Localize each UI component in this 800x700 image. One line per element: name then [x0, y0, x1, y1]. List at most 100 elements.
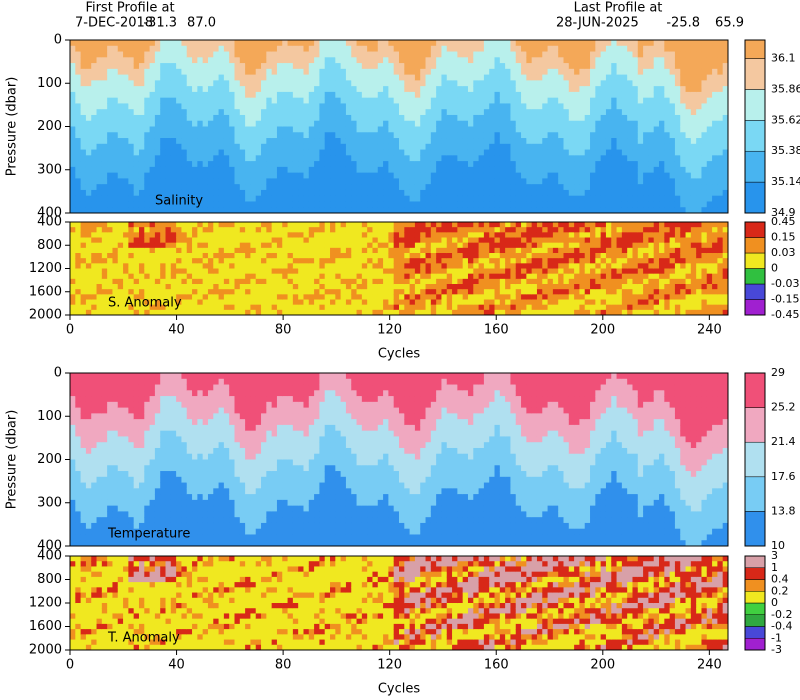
field-cell	[314, 289, 320, 295]
field-cell	[229, 155, 235, 162]
field-cell	[303, 242, 310, 249]
field-cell	[314, 232, 320, 238]
field-cell	[436, 114, 442, 122]
field-cell	[303, 68, 310, 76]
field-cell	[478, 114, 485, 122]
field-cell	[367, 299, 373, 306]
field-cell	[542, 80, 549, 87]
field-cell	[404, 114, 411, 122]
field-cell	[664, 143, 671, 151]
field-cell	[308, 242, 315, 249]
field-cell	[701, 63, 708, 70]
field-cell	[611, 80, 618, 87]
field-cell	[75, 86, 82, 93]
field-cell	[404, 284, 411, 290]
field-cell	[664, 184, 671, 191]
field-cell	[70, 126, 76, 133]
field-cell	[441, 132, 448, 139]
field-cell	[584, 80, 591, 87]
field-cell	[314, 309, 320, 316]
field-cell	[430, 57, 437, 64]
field-cell	[186, 63, 193, 70]
field-cell	[335, 138, 342, 145]
field-cell	[170, 149, 177, 156]
field-cell	[234, 166, 241, 174]
field-cell	[170, 91, 177, 99]
field-cell	[160, 227, 167, 233]
field-cell	[229, 114, 235, 122]
field-cell	[345, 237, 352, 244]
field-cell	[685, 114, 692, 122]
field-cell	[473, 189, 480, 197]
field-cell	[271, 114, 278, 122]
field-cell	[696, 109, 702, 116]
field-cell	[483, 143, 490, 151]
field-cell	[605, 80, 612, 87]
field-cell	[319, 195, 326, 202]
field-cell	[330, 237, 336, 244]
field-cell	[149, 294, 156, 300]
field-cell	[340, 207, 347, 214]
field-cell	[160, 57, 167, 64]
field-cell	[653, 166, 660, 174]
field-cell	[255, 201, 262, 208]
field-cell	[393, 161, 400, 168]
field-cell	[91, 207, 98, 214]
field-cell	[659, 97, 665, 104]
field-cell	[595, 143, 602, 151]
field-cell	[616, 74, 623, 81]
field-cell	[112, 184, 119, 191]
field-cell	[590, 114, 596, 122]
field-cell	[563, 120, 570, 127]
field-cell	[579, 143, 586, 151]
field-cell	[245, 80, 251, 87]
field-cell	[701, 161, 708, 168]
field-cell	[271, 103, 278, 110]
field-cell	[473, 138, 480, 145]
field-cell	[536, 57, 543, 64]
field-cell	[648, 86, 655, 93]
field-cell	[542, 103, 549, 110]
field-cell	[643, 207, 649, 214]
field-cell	[377, 161, 384, 168]
field-cell	[510, 189, 517, 197]
field-cell	[383, 304, 389, 311]
field-cell	[324, 242, 331, 249]
field-cell	[457, 166, 464, 174]
field-cell	[154, 51, 161, 58]
field-cell	[239, 178, 246, 185]
field-cell	[144, 74, 151, 81]
field-cell	[335, 263, 342, 269]
field-cell	[706, 207, 713, 214]
field-cell	[276, 126, 283, 133]
field-cell	[383, 227, 389, 233]
field-cell	[314, 138, 320, 145]
field-cell	[399, 126, 405, 133]
field-cell	[213, 207, 220, 214]
field-cell	[282, 189, 289, 197]
field-cell	[452, 120, 458, 127]
field-cell	[547, 80, 554, 87]
field-cell	[388, 51, 395, 58]
field-cell	[446, 120, 453, 127]
field-cell	[335, 178, 342, 185]
field-cell	[202, 278, 209, 285]
field-cell	[420, 91, 427, 99]
field-cell	[144, 184, 151, 191]
field-cell	[207, 68, 214, 76]
field-cell	[574, 178, 580, 185]
field-cell	[218, 63, 225, 70]
field-cell	[393, 103, 400, 110]
field-cell	[722, 143, 729, 151]
field-cell	[605, 68, 612, 76]
field-cell	[414, 201, 421, 208]
field-cell	[669, 103, 676, 110]
field-cell	[202, 195, 209, 202]
field-cell	[250, 51, 257, 58]
field-cell	[659, 184, 665, 191]
field-cell	[229, 299, 235, 306]
field-cell	[414, 247, 421, 254]
field-cell	[192, 273, 198, 280]
field-cell	[149, 109, 156, 116]
field-cell	[558, 207, 564, 214]
